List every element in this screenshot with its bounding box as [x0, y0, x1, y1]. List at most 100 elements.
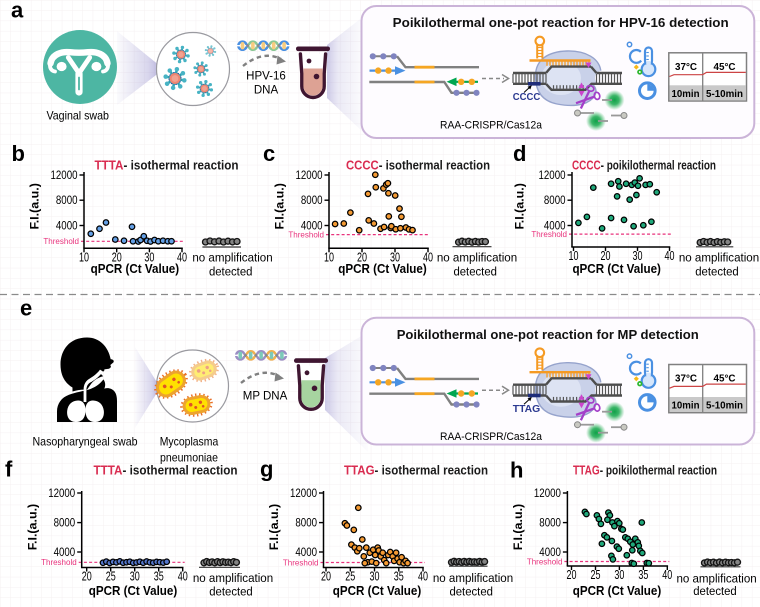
svg-text:DNA: DNA — [254, 85, 279, 97]
svg-text:8000: 8000 — [544, 195, 566, 207]
svg-text:4000: 4000 — [301, 221, 323, 233]
svg-text:40: 40 — [418, 570, 428, 584]
svg-text:detected: detected — [209, 264, 253, 278]
svg-text:35: 35 — [154, 570, 164, 584]
svg-text:37°C: 37°C — [675, 373, 697, 385]
svg-text:Poikilothermal one-pot reactio: Poikilothermal one-pot reaction for HPV-… — [393, 15, 729, 30]
svg-text:Mycoplasma: Mycoplasma — [160, 435, 219, 449]
svg-text:qPCR (Ct Value): qPCR (Ct Value) — [89, 583, 178, 598]
svg-text:qPCR (Ct Value): qPCR (Ct Value) — [338, 261, 427, 276]
svg-text:40: 40 — [177, 250, 187, 264]
svg-text:20: 20 — [567, 568, 577, 582]
svg-text:b: b — [12, 141, 25, 166]
svg-text:g: g — [260, 457, 273, 482]
svg-text:30: 30 — [144, 250, 154, 264]
svg-text:4000: 4000 — [295, 547, 317, 559]
svg-text:detected: detected — [695, 264, 739, 278]
svg-text:no amplification: no amplification — [433, 571, 513, 585]
svg-text:8000: 8000 — [301, 195, 323, 207]
svg-text:12000: 12000 — [534, 488, 561, 500]
svg-text:4000: 4000 — [56, 221, 78, 233]
svg-text:45°C: 45°C — [714, 373, 736, 385]
svg-text:a: a — [11, 0, 24, 23]
svg-text:e: e — [20, 296, 32, 321]
svg-text:10: 10 — [569, 249, 579, 263]
svg-text:no amplification: no amplification — [193, 571, 273, 585]
svg-text:Vaginal swab: Vaginal swab — [46, 109, 109, 123]
svg-text:c: c — [263, 141, 275, 166]
svg-text:detected: detected — [209, 584, 253, 598]
svg-text:20: 20 — [601, 249, 611, 263]
svg-text:no amplification: no amplification — [192, 251, 272, 265]
svg-text:12000: 12000 — [290, 488, 317, 500]
svg-text:h: h — [510, 458, 523, 483]
svg-text:20: 20 — [82, 570, 92, 584]
svg-text:qPCR (Ct Value): qPCR (Ct Value) — [333, 583, 422, 598]
svg-text:5-10min: 5-10min — [706, 88, 743, 100]
svg-text:detected: detected — [449, 584, 493, 598]
svg-text:10: 10 — [324, 250, 334, 264]
svg-text:qPCR (Ct Value): qPCR (Ct Value) — [573, 583, 662, 598]
svg-text:F.I.(a.u.): F.I.(a.u.) — [511, 504, 525, 550]
svg-text:8000: 8000 — [539, 518, 561, 530]
svg-text:TTTA- isothermal reaction: TTTA- isothermal reaction — [94, 464, 238, 478]
svg-text:12000: 12000 — [51, 170, 78, 182]
svg-text:TTTA- isothermal reaction: TTTA- isothermal reaction — [95, 159, 239, 173]
svg-text:TTAG: TTAG — [513, 404, 541, 415]
svg-text:TTAG- poikilothermal reaction: TTAG- poikilothermal reaction — [573, 464, 717, 478]
svg-text:4000: 4000 — [539, 547, 561, 559]
svg-text:TTAG- isothermal reaction: TTAG- isothermal reaction — [344, 464, 488, 478]
svg-text:8000: 8000 — [295, 518, 317, 530]
svg-text:F.I.(a.u.): F.I.(a.u.) — [25, 504, 39, 550]
svg-text:F.I.(a.u.): F.I.(a.u.) — [273, 183, 287, 229]
svg-text:no amplification: no amplification — [679, 251, 759, 265]
svg-text:25: 25 — [106, 570, 116, 584]
svg-text:detected: detected — [693, 584, 737, 598]
svg-text:no amplification: no amplification — [676, 571, 756, 585]
svg-text:8000: 8000 — [56, 195, 78, 207]
svg-text:5-10min: 5-10min — [706, 400, 743, 412]
svg-text:qPCR (Ct Value): qPCR (Ct Value) — [91, 261, 180, 276]
svg-text:Threshold: Threshold — [43, 237, 79, 246]
svg-text:35: 35 — [638, 568, 648, 582]
svg-text:Threshold: Threshold — [527, 557, 563, 566]
svg-text:Threshold: Threshold — [288, 230, 324, 239]
svg-text:40: 40 — [423, 250, 433, 264]
svg-text:20: 20 — [112, 250, 122, 264]
svg-text:40: 40 — [665, 249, 675, 263]
svg-text:F.I.(a.u.): F.I.(a.u.) — [28, 183, 42, 229]
svg-text:pneumoniae: pneumoniae — [160, 451, 218, 465]
svg-text:30: 30 — [614, 568, 624, 582]
svg-text:Poikilothermal one-pot reactio: Poikilothermal one-pot reaction for MP d… — [397, 327, 699, 342]
svg-text:12000: 12000 — [539, 170, 566, 182]
svg-text:CCCC- poikilothermal reaction: CCCC- poikilothermal reaction — [572, 159, 716, 173]
svg-text:25: 25 — [591, 568, 601, 582]
svg-text:10: 10 — [79, 250, 89, 264]
svg-text:Nasopharyngeal swab: Nasopharyngeal swab — [33, 435, 138, 449]
svg-text:CCCC: CCCC — [513, 92, 541, 103]
svg-text:d: d — [513, 141, 526, 166]
svg-text:10min: 10min — [672, 400, 700, 412]
svg-text:40: 40 — [662, 568, 672, 582]
svg-text:RAA-CRISPR/Cas12a: RAA-CRISPR/Cas12a — [440, 120, 543, 132]
svg-text:20: 20 — [321, 570, 331, 584]
svg-text:f: f — [5, 457, 13, 482]
svg-text:30: 30 — [633, 249, 643, 263]
svg-text:37°C: 37°C — [675, 61, 697, 73]
svg-text:Threshold: Threshold — [283, 558, 319, 567]
svg-text:CCCC- isothermal reaction: CCCC- isothermal reaction — [346, 159, 490, 173]
svg-text:RAA-CRISPR/Cas12a: RAA-CRISPR/Cas12a — [440, 431, 543, 443]
svg-text:8000: 8000 — [54, 518, 76, 530]
svg-text:10min: 10min — [672, 88, 700, 100]
svg-text:no amplification: no amplification — [437, 251, 517, 265]
svg-text:qPCR (Ct Value): qPCR (Ct Value) — [572, 261, 661, 276]
svg-text:detected: detected — [453, 264, 497, 278]
svg-text:20: 20 — [357, 250, 367, 264]
svg-text:HPV-16: HPV-16 — [246, 71, 286, 83]
svg-text:4000: 4000 — [54, 547, 76, 559]
svg-text:12000: 12000 — [296, 170, 323, 182]
svg-text:Threshold: Threshold — [41, 558, 77, 567]
svg-text:40: 40 — [178, 570, 188, 584]
svg-text:F.I.(a.u.): F.I.(a.u.) — [267, 504, 281, 550]
svg-text:12000: 12000 — [48, 488, 75, 500]
